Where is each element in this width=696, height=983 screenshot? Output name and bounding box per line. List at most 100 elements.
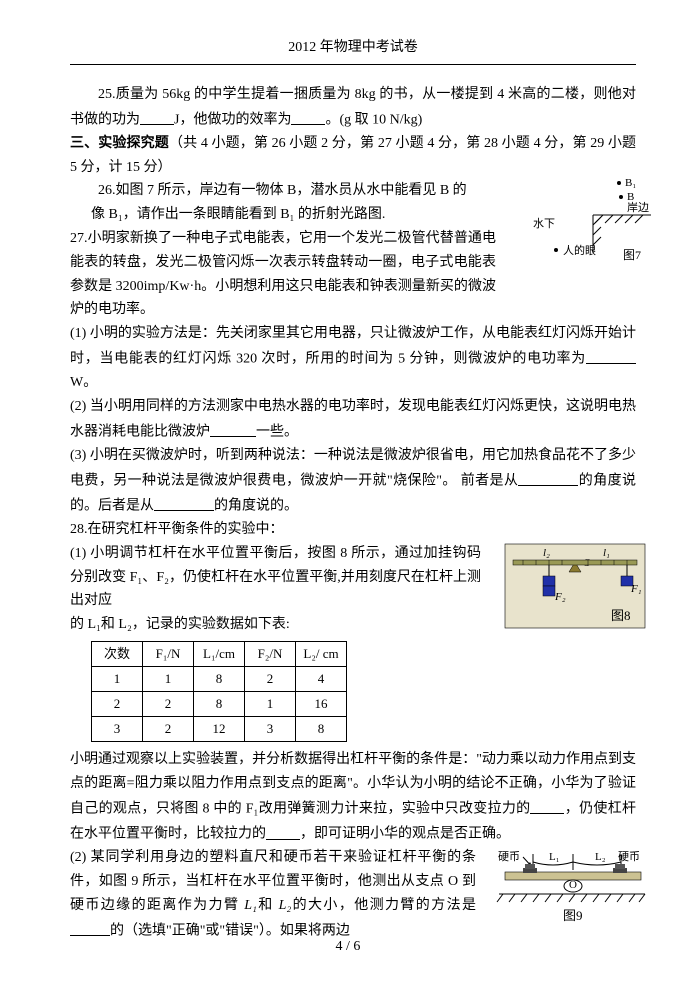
page-number: 4 / 6 <box>336 939 361 954</box>
fig9-l1: L₁ <box>549 851 560 863</box>
fig8-cap: 图8 <box>611 608 631 623</box>
th-2: L₁/cm <box>194 642 245 667</box>
q25-b: J，他做功的效率为 <box>174 112 291 127</box>
q28-intro-t: 在研究杠杆平衡条件的实验中： <box>88 522 284 537</box>
q27-intro-a: 小明家新换了一种电子式电能表，它用一个发光二极管代替普通电能表的转盘，发光二极管… <box>70 231 496 317</box>
table-header-row: 次数 F₁/N L₁/cm F₂/N L₂/ cm <box>92 642 347 667</box>
q27-p3: (3) 小明在买微波炉时，听到两种说法：一种说法是微波炉很省电，用它加热食品花不… <box>70 444 636 518</box>
q27-p2-b: 一些。 <box>256 424 298 439</box>
page-footer: 4 / 6 <box>0 935 696 959</box>
q26-l2: 像 B₁，请作出一条眼睛能看到 B₁ 的折射光路图. <box>91 207 385 222</box>
q27-blank-angle1[interactable] <box>518 470 578 486</box>
q25-c: 。(g 取 10 N/kg) <box>325 112 422 127</box>
point-b <box>619 195 623 199</box>
th-0: 次数 <box>92 642 143 667</box>
page-header: 2012 年物理中考试卷 <box>70 36 636 65</box>
q28-p1c: 小明通过观察以上实验装置，并分析数据得出杠杆平衡的条件是："动力乘以动力作用点到… <box>70 748 636 846</box>
q28-intro: 28.在研究杠杆平衡条件的实验中： <box>70 518 636 542</box>
fig9-o: O <box>569 879 577 891</box>
td: 2 <box>143 692 194 717</box>
figure-8: O l₂ l₁ F₂ F₁ 图8 <box>503 542 648 643</box>
td: 4 <box>296 667 347 692</box>
th-4: L₂/ cm <box>296 642 347 667</box>
td: 2 <box>245 667 296 692</box>
figure-9: 硬币 L₁ L₂ 硬币 O <box>493 846 648 945</box>
fig9-c1b <box>525 864 535 869</box>
fig8-w2 <box>543 586 555 596</box>
q28-num: 28. <box>70 522 88 537</box>
q28-mid: 和 <box>257 898 279 913</box>
q25: 25.质量为 56kg 的中学生提着一捆质量为 8kg 的书，从一楼提到 4 米… <box>70 83 636 132</box>
td: 1 <box>92 667 143 692</box>
section3-title: 三、实验探究题 <box>70 136 169 151</box>
q25-blank-eff[interactable] <box>291 109 325 125</box>
q28-p1c3: ，即可证明小华的观点是否正确。 <box>300 827 510 842</box>
q27-p3-c: 的角度说的。 <box>214 498 298 513</box>
q28-p2a2: 的大小，他测力臂的方法是 <box>291 898 476 913</box>
q27-p1-b: W。 <box>70 375 97 390</box>
q28-p1-a: (1) 小明调节杠杆在水平位置平衡后，按图 8 所示，通过加挂钩码分别改变 F₁… <box>70 546 481 609</box>
td: 8 <box>194 692 245 717</box>
th-3: F₂/N <box>245 642 296 667</box>
q27-p1-a: (1) 小明的实验方法是：先关闭家里其它用电器，只让微波炉工作，从电能表红灯闪烁… <box>70 326 636 366</box>
label-bank: 岸边 <box>627 201 649 214</box>
fig8-bar <box>513 560 637 565</box>
th-1: F₁/N <box>143 642 194 667</box>
q28-l1: L₁ <box>244 898 257 913</box>
point-eye <box>554 248 558 252</box>
label-eye: 人的眼 <box>563 243 596 257</box>
table-row: 321238 <box>92 717 347 742</box>
fig9-hatch <box>497 894 645 902</box>
td: 3 <box>92 717 143 742</box>
figure-7-svg: B₁ B 岸边 水下 人的眼 图7 <box>531 175 656 273</box>
label-b1: B₁ <box>625 177 636 189</box>
td: 1 <box>143 667 194 692</box>
header-title: 2012 年物理中考试卷 <box>288 40 418 55</box>
q25-num: 25. <box>98 87 116 102</box>
label-fig7: 图7 <box>623 248 641 262</box>
q28-blank-force[interactable] <box>266 823 300 839</box>
fig9-coin: 硬币 <box>498 850 520 863</box>
q28-blank-method[interactable] <box>70 920 110 936</box>
label-water: 水下 <box>533 217 555 230</box>
fig9-l2: L₂ <box>595 851 606 863</box>
q26-l1: 如图 7 所示，岸边有一物体 B，潜水员从水中能看见 B 的 <box>116 183 467 198</box>
q27-p2: (2) 当小明用同样的方法测家中电热水器的电功率时，发现电能表红灯闪烁更快，这说… <box>70 395 636 444</box>
q27-blank-compare[interactable] <box>210 421 256 437</box>
td: 16 <box>296 692 347 717</box>
q28-table: 次数 F₁/N L₁/cm F₂/N L₂/ cm 11824 228116 3… <box>91 641 347 742</box>
figure-7: B₁ B 岸边 水下 人的眼 图7 <box>531 175 656 265</box>
fig9-coin2: 硬币 <box>618 850 640 863</box>
figure-9-svg: 硬币 L₁ L₂ 硬币 O <box>493 846 648 936</box>
fig9-c2b <box>615 864 625 869</box>
td: 3 <box>245 717 296 742</box>
section-title-row: 三、实验探究题（共 4 小题，第 26 小题 2 分，第 27 小题 4 分，第… <box>70 132 636 180</box>
fig8-f2: F₂ <box>554 591 566 603</box>
q27-p2-a: (2) 当小明用同样的方法测家中电热水器的电功率时，发现电能表红灯闪烁更快，这说… <box>70 399 636 439</box>
fig8-l2: l₂ <box>543 547 550 559</box>
table-row: 11824 <box>92 667 347 692</box>
fig8-w1 <box>543 576 555 586</box>
q27-num: 27. <box>70 231 88 246</box>
td: 2 <box>143 717 194 742</box>
td: 2 <box>92 692 143 717</box>
bank-hatch <box>593 215 643 245</box>
q26-num: 26. <box>98 183 116 198</box>
fig9-cap: 图9 <box>563 908 583 923</box>
table-row: 228116 <box>92 692 347 717</box>
td: 8 <box>194 667 245 692</box>
q28-blank-dir[interactable] <box>530 798 564 814</box>
td: 1 <box>245 692 296 717</box>
figure-8-svg: O l₂ l₁ F₂ F₁ 图8 <box>503 542 648 634</box>
q27-blank-power[interactable] <box>586 348 636 364</box>
point-b1 <box>617 181 621 185</box>
fig8-f1: F₁ <box>630 583 642 595</box>
q28-p1-b: 的 L₁和 L₂，记录的实验数据如下表: <box>70 617 290 632</box>
q27-p1: (1) 小明的实验方法是：先关闭家里其它用电器，只让微波炉工作，从电能表红灯闪烁… <box>70 322 636 395</box>
fig8-l1: l₁ <box>603 547 610 559</box>
td: 8 <box>296 717 347 742</box>
td: 12 <box>194 717 245 742</box>
q27-blank-angle2[interactable] <box>154 495 214 511</box>
q28-l2: L₂ <box>279 898 292 913</box>
q25-blank-work[interactable] <box>140 109 174 125</box>
